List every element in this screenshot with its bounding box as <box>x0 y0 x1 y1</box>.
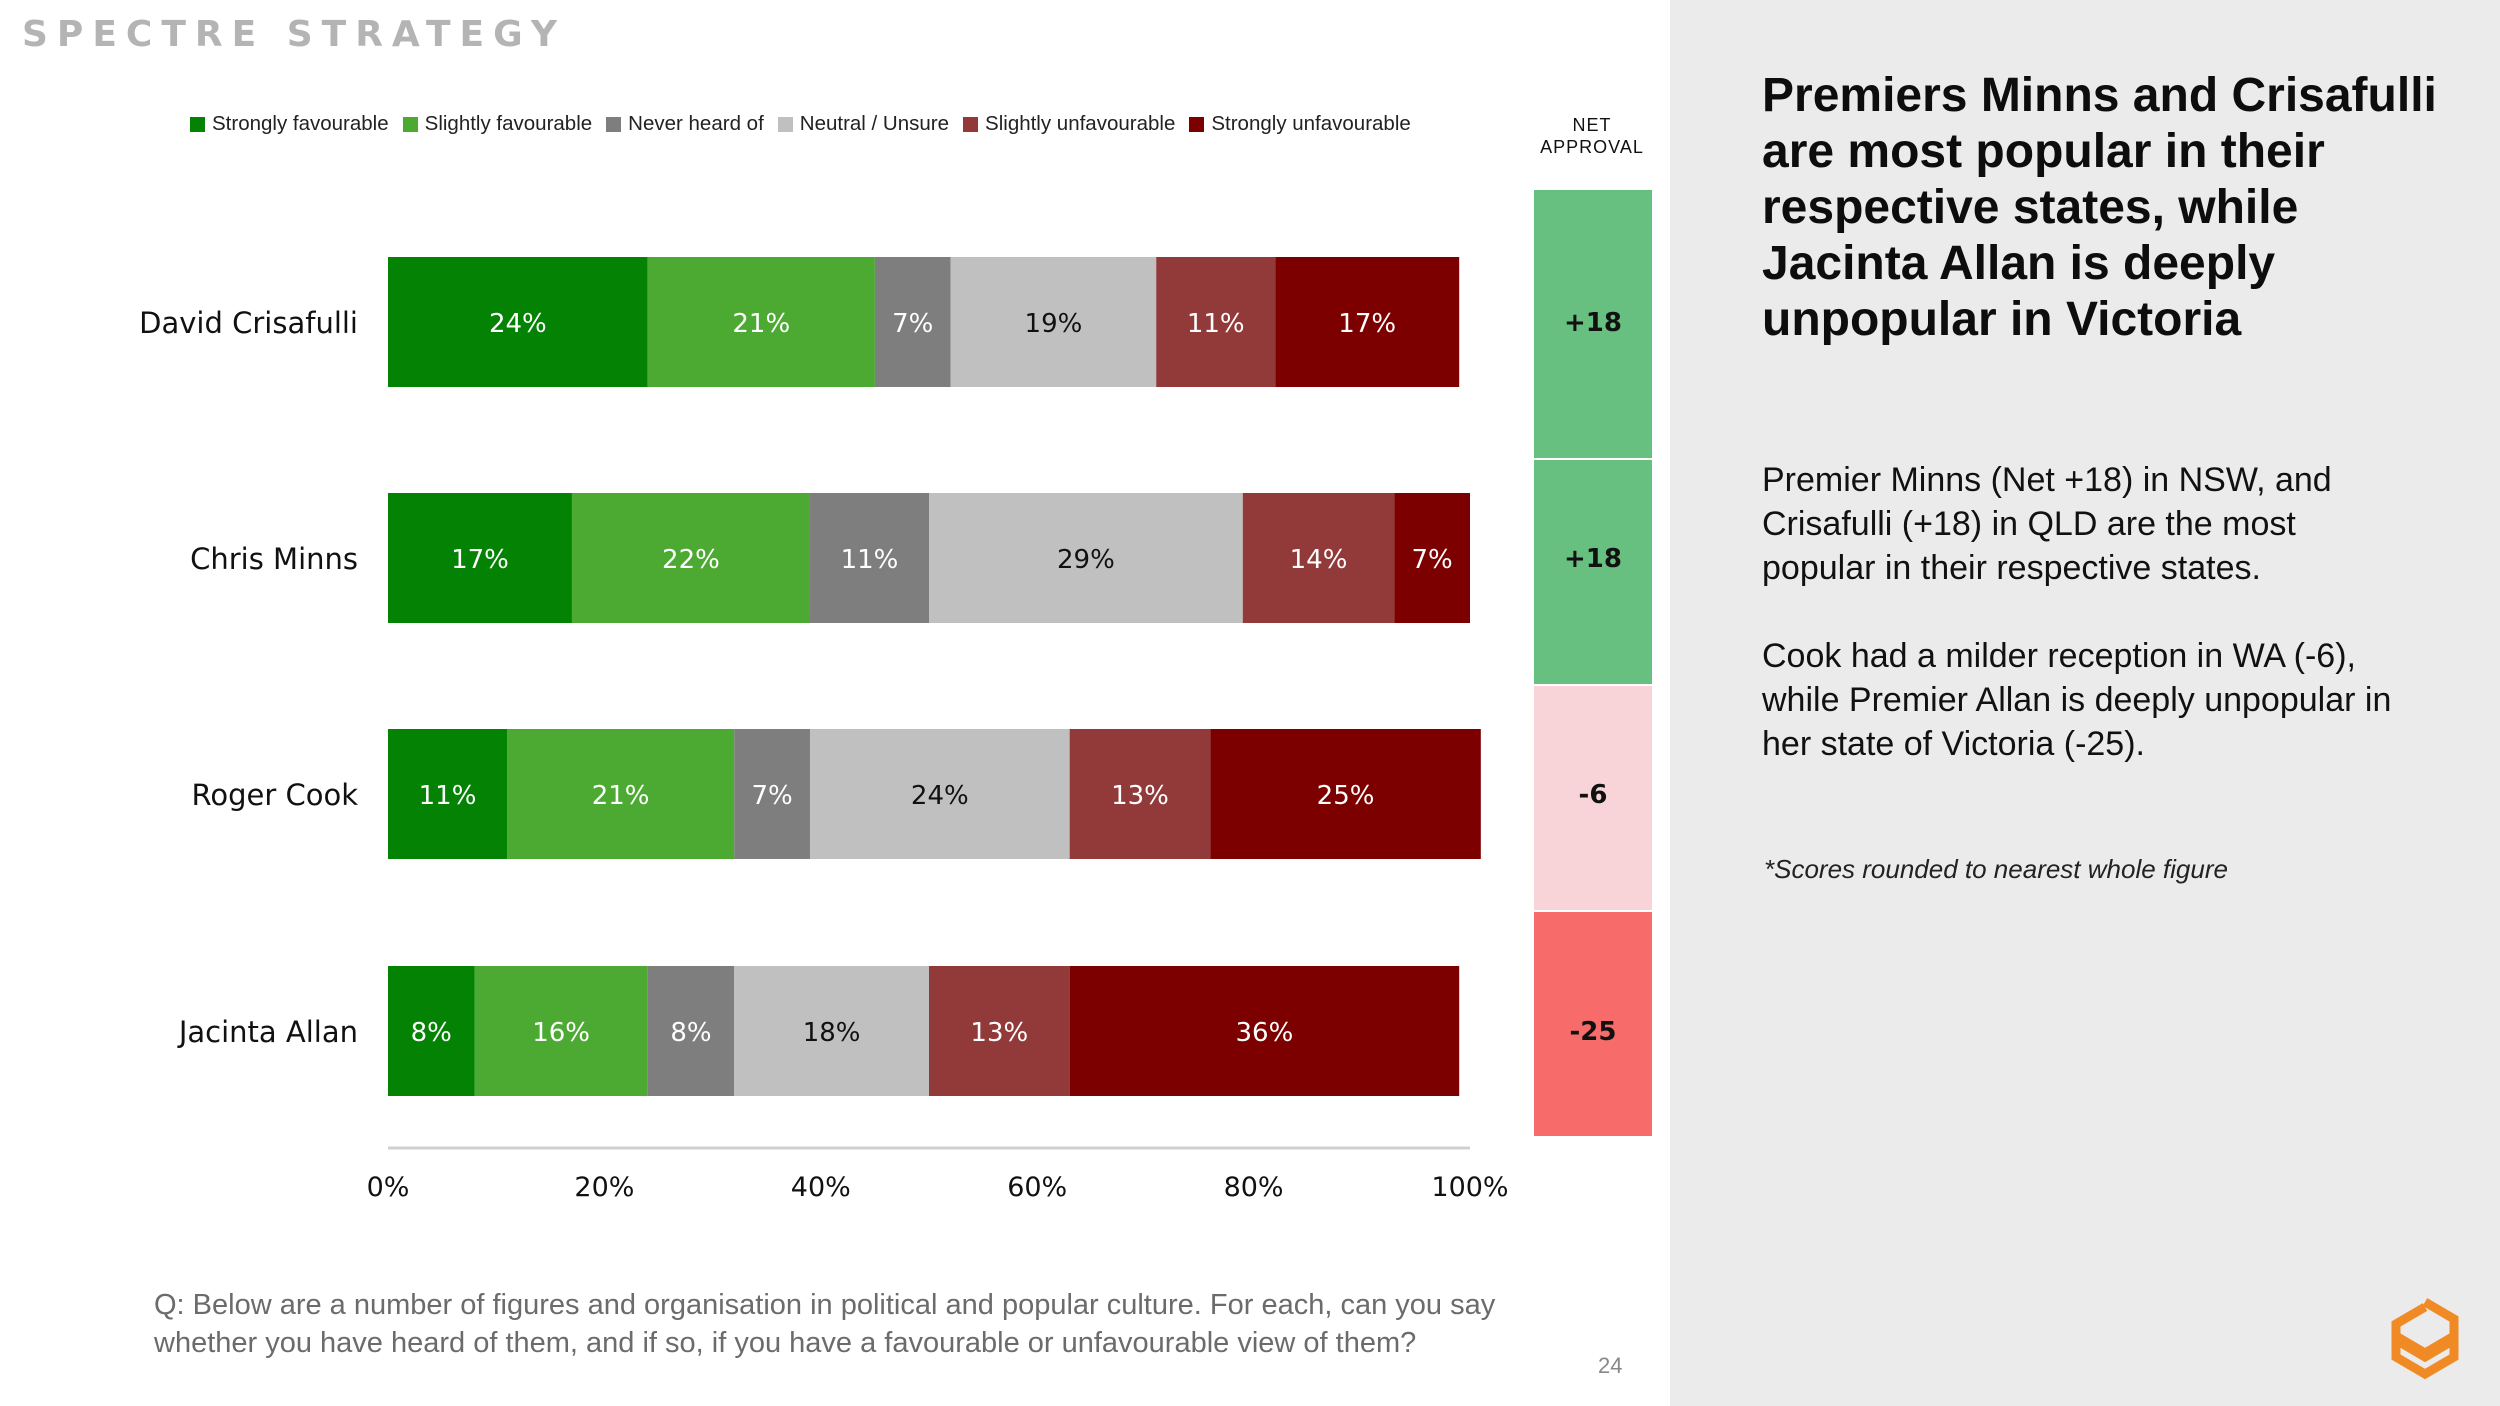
x-tick-label: 40% <box>791 1172 851 1203</box>
bar-segment <box>929 966 1070 1096</box>
data-label: 8% <box>670 1018 711 1048</box>
bar-segment <box>1069 966 1460 1096</box>
data-label: 22% <box>662 545 720 575</box>
x-tick-label: 0% <box>367 1172 410 1203</box>
data-label: 24% <box>911 781 969 811</box>
bar-segment <box>388 966 475 1096</box>
data-label: 13% <box>970 1018 1028 1048</box>
data-label: 21% <box>592 781 650 811</box>
bar-segment <box>734 729 810 859</box>
data-label: 17% <box>1338 309 1396 339</box>
net-approval-cell <box>1534 460 1652 684</box>
net-approval-cell <box>1534 912 1652 1136</box>
category-label: David Crisafulli <box>139 306 358 340</box>
bar-segment <box>1069 729 1211 859</box>
data-label: 11% <box>419 781 477 811</box>
data-label: 19% <box>1025 309 1083 339</box>
net-approval-value: +18 <box>1564 308 1622 338</box>
legend-swatch <box>963 116 979 132</box>
legend-label: Strongly favourable <box>212 112 389 135</box>
bar-segment <box>950 257 1157 387</box>
data-label: 16% <box>532 1018 590 1048</box>
data-label: 11% <box>841 545 899 575</box>
bar-segment <box>388 729 508 859</box>
data-label: 25% <box>1317 781 1375 811</box>
bar-segment <box>1394 493 1470 623</box>
net-approval-cell <box>1534 190 1652 458</box>
legend-swatch <box>190 116 205 132</box>
data-label: 7% <box>892 309 933 339</box>
data-label: 13% <box>1111 781 1169 811</box>
bar-segment <box>1275 257 1460 387</box>
legend-item-neutral-unsure: Neutral / Unsure <box>777 112 950 136</box>
headline: Premiers Minns and Crisafulli are most p… <box>1762 69 2437 346</box>
legend-swatch <box>777 116 793 132</box>
page-number: 24 <box>1598 1353 1623 1378</box>
data-label: 29% <box>1057 545 1115 575</box>
legend-item-slightly-favourable: Slightly favourable <box>402 112 593 136</box>
bar-segment <box>647 257 875 387</box>
legend-item-never-heard-of: Never heard of <box>606 112 764 136</box>
bar-segment <box>734 966 929 1096</box>
survey-question: Q: Below are a number of figures and org… <box>154 1289 1496 1359</box>
legend-item-strongly-favourable: Strongly favourable <box>190 112 389 136</box>
data-label: 14% <box>1290 545 1348 575</box>
net-approval-header-line2: APPROVAL <box>1540 137 1644 157</box>
legend-item-slightly-unfavourable: Slightly unfavourable <box>963 112 1175 136</box>
bar-segment <box>571 493 810 623</box>
data-label: 11% <box>1187 309 1245 339</box>
category-label: Jacinta Allan <box>177 1015 358 1049</box>
legend-label: Never heard of <box>628 112 764 135</box>
brand-wordmark: SPECTRE STRATEGY <box>22 14 566 55</box>
category-label: Roger Cook <box>191 778 358 812</box>
chart-legend: Strongly favourable Slightly favourable … <box>190 112 1411 136</box>
x-tick-label: 60% <box>1007 1172 1067 1203</box>
bar-segment <box>1242 493 1395 623</box>
data-label: 24% <box>489 309 547 339</box>
bar-segment <box>929 493 1243 623</box>
bar-segment <box>388 493 572 623</box>
net-approval-value: -25 <box>1570 1017 1617 1047</box>
data-label: 21% <box>732 309 790 339</box>
stacked-bar-chart: David Crisafulli 24% 21% 7% 19% 11% 17% Chris M… <box>139 190 1652 1203</box>
legend-swatch <box>1189 116 1205 132</box>
bar-segment <box>1156 257 1276 387</box>
data-label: 17% <box>451 545 509 575</box>
legend-label: Slightly unfavourable <box>985 112 1176 135</box>
legend-swatch <box>402 116 418 132</box>
net-approval-cell <box>1534 686 1652 910</box>
bar-segment <box>809 729 1070 859</box>
legend-item-strongly-unfavourable: Strongly unfavourable <box>1189 112 1411 136</box>
spectre-logo-icon <box>2391 1298 2459 1380</box>
x-tick-label: 100% <box>1431 1172 1508 1203</box>
legend-label: Slightly favourable <box>424 112 593 135</box>
data-label: 7% <box>751 781 792 811</box>
data-label: 18% <box>803 1018 861 1048</box>
bar-segment <box>388 257 648 387</box>
x-tick-label: 20% <box>574 1172 634 1203</box>
legend-swatch <box>606 116 622 132</box>
commentary-paragraph: Premier Minns (Net +18) in NSW, and Cris… <box>1762 461 2332 587</box>
commentary-panel: Premiers Minns and Crisafulli are most p… <box>1670 0 2500 1406</box>
category-label: Chris Minns <box>190 542 358 576</box>
data-label: 8% <box>411 1018 452 1048</box>
x-tick-label: 80% <box>1224 1172 1284 1203</box>
bar-segment <box>507 729 735 859</box>
bar-segment <box>809 493 929 623</box>
bar-segment <box>874 257 951 387</box>
net-approval-header-line1: NET <box>1572 115 1612 135</box>
bar-segment <box>647 966 735 1096</box>
commentary-paragraph: Cook had a milder reception in WA (-6), … <box>1762 637 2392 763</box>
net-approval-value: -6 <box>1579 780 1608 810</box>
bar-segment <box>1210 729 1481 859</box>
commentary-body: Premier Minns (Net +18) in NSW, and Cris… <box>1762 458 2402 810</box>
legend-label: Strongly unfavourable <box>1211 112 1411 135</box>
footnote: *Scores rounded to nearest whole figure <box>1764 854 2228 884</box>
data-label: 36% <box>1236 1018 1294 1048</box>
data-label: 7% <box>1412 545 1453 575</box>
net-approval-value: +18 <box>1564 544 1622 574</box>
bar-segment <box>474 966 648 1096</box>
legend-label: Neutral / Unsure <box>799 112 950 135</box>
net-approval-header: NET APPROVAL <box>1512 114 1672 158</box>
